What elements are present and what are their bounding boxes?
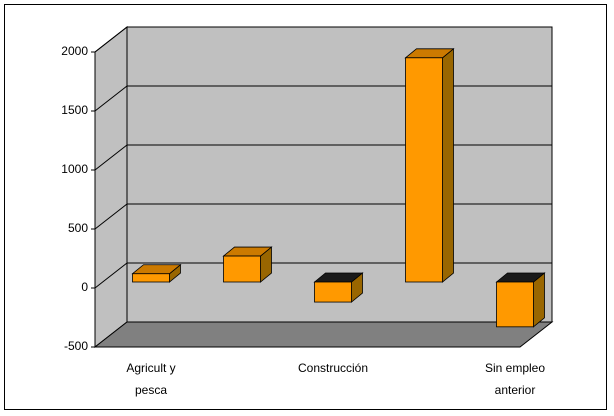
bar (405, 57, 443, 283)
x-tick-label: Construcción (297, 361, 369, 375)
grid-line (94, 144, 128, 171)
y-tick-label: 1500 (61, 103, 88, 117)
grid-line (94, 85, 128, 112)
bar-side (442, 47, 454, 283)
grid-line (94, 203, 128, 230)
x-tick-label: Agricult y pesca (126, 361, 176, 397)
bar (496, 281, 534, 328)
floor (93, 321, 554, 348)
y-tick-label: 500 (68, 221, 88, 235)
grid-line (94, 26, 128, 53)
y-tick-label: 2000 (61, 44, 88, 58)
side-wall (94, 25, 128, 349)
y-tick-label: 1000 (61, 162, 88, 176)
y-tick-label: 0 (81, 280, 88, 294)
y-tick-label: -500 (64, 339, 88, 353)
bar (223, 255, 261, 283)
bar (132, 273, 170, 283)
bar (314, 281, 352, 303)
x-tick-label: Sin empleo anterior (484, 361, 546, 397)
grid-line (94, 262, 128, 289)
